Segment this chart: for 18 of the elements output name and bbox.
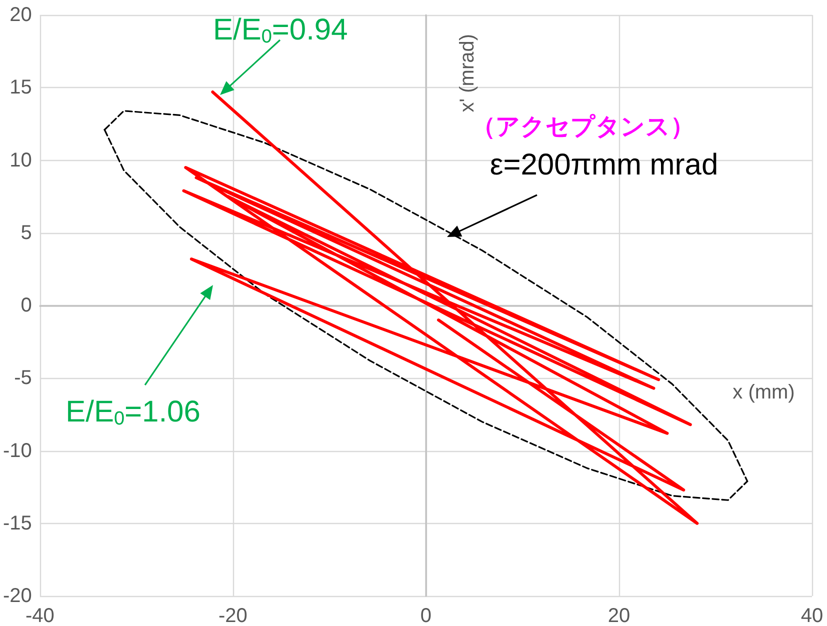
y-tick-label: 15 xyxy=(10,76,32,99)
x-tick-label: 40 xyxy=(800,605,824,626)
x-tick-label: 0 xyxy=(420,605,432,626)
annotation: （アクセプタンス） xyxy=(472,114,694,140)
x-tick-label: 20 xyxy=(608,605,630,626)
y-tick-label: -15 xyxy=(3,512,32,534)
y-tick-label: -10 xyxy=(3,440,32,462)
y-tick-label: -5 xyxy=(14,367,32,390)
y-tick-label: 10 xyxy=(10,149,32,172)
annotation: ε=200πmm mrad xyxy=(490,148,718,182)
y-tick-label: -20 xyxy=(3,585,32,607)
y-tick-label: 5 xyxy=(20,222,32,244)
x-tick-label: -20 xyxy=(218,605,248,626)
y-axis-title: x' (mrad) xyxy=(456,34,478,112)
y-tick-label: 20 xyxy=(10,4,32,26)
x-tick-label: -40 xyxy=(25,605,54,626)
y-tick-label: 0 xyxy=(20,294,32,316)
x-axis-title: x (mm) xyxy=(732,382,795,404)
